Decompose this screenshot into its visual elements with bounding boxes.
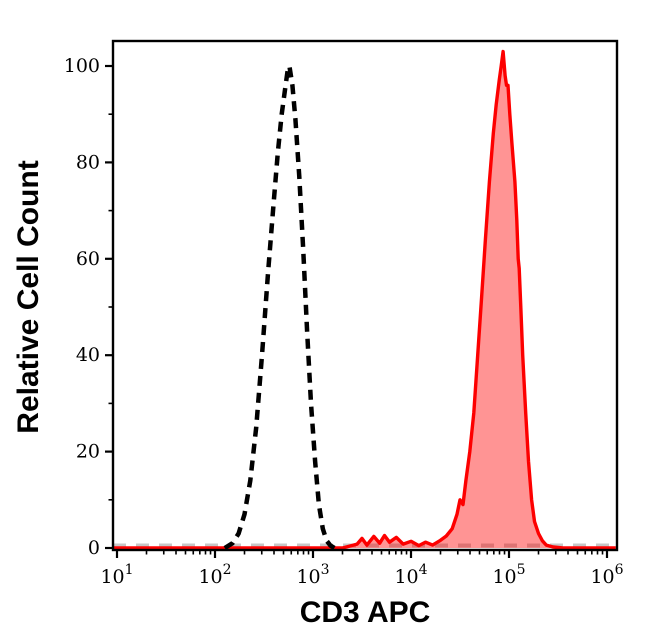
axis-tick-labels: 101 102 103 104 105 106 0 20 40 60 80 100 bbox=[64, 55, 624, 588]
cd3-histogram-fill bbox=[113, 51, 616, 548]
y-axis-title: Relative Cell Count bbox=[12, 160, 45, 434]
y-tick-label: 40 bbox=[76, 344, 100, 366]
x-tick-label: 101 bbox=[100, 562, 133, 588]
x-tick-label: 106 bbox=[590, 562, 623, 588]
x-axis-title: CD3 APC bbox=[299, 596, 431, 629]
axis-ticks bbox=[105, 64, 609, 558]
x-tick-label: 105 bbox=[492, 562, 525, 588]
y-tick-label: 100 bbox=[64, 55, 100, 77]
plot-border bbox=[111, 39, 619, 552]
y-tick-label: 60 bbox=[76, 248, 100, 270]
cd3-histogram-curve bbox=[113, 49, 616, 550]
x-tick-label: 103 bbox=[296, 562, 329, 588]
x-tick-label: 102 bbox=[198, 562, 231, 588]
y-tick-label: 0 bbox=[88, 537, 100, 559]
y-tick-label: 20 bbox=[76, 441, 100, 463]
control-histogram-curve bbox=[223, 57, 336, 550]
x-tick-label: 104 bbox=[394, 562, 427, 588]
y-tick-label: 80 bbox=[76, 151, 100, 173]
